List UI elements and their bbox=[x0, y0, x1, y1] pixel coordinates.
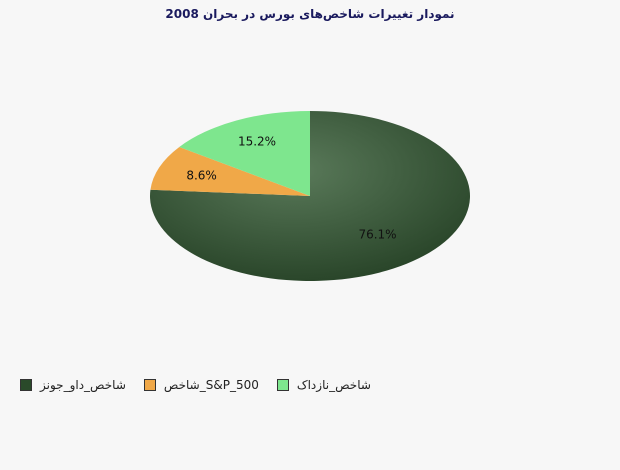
data-label-dow: 76.1% bbox=[358, 228, 396, 242]
chart-title: نمودار تغییرات شاخص‌های بورس در بحران 20… bbox=[165, 7, 455, 21]
legend-item-sp500: شاخص_S&P_500 bbox=[143, 378, 259, 392]
legend-label: شاخص_نازداک bbox=[296, 378, 371, 392]
pie-slice-nasdaq bbox=[179, 110, 310, 196]
data-label-sp500: 8.6% bbox=[186, 168, 217, 182]
pie-chart: 76.1% 8.6% 15.2% bbox=[150, 110, 470, 281]
pie-slice-sp500 bbox=[150, 146, 310, 196]
legend-swatch bbox=[143, 379, 156, 391]
legend-swatch bbox=[20, 379, 32, 391]
legend-item-nasdaq: شاخص_نازداک bbox=[276, 378, 371, 392]
legend-item-dow: شاخص_داو_جونز bbox=[20, 378, 126, 392]
legend-swatch bbox=[276, 379, 289, 391]
legend-label: شاخص_داو_جونز bbox=[40, 378, 126, 392]
legend: شاخص_داو_جونز شاخص_S&P_500 شاخص_نازداک bbox=[20, 378, 389, 392]
legend-label: شاخص_S&P_500 bbox=[163, 378, 259, 392]
data-label-nasdaq: 15.2% bbox=[238, 135, 276, 149]
